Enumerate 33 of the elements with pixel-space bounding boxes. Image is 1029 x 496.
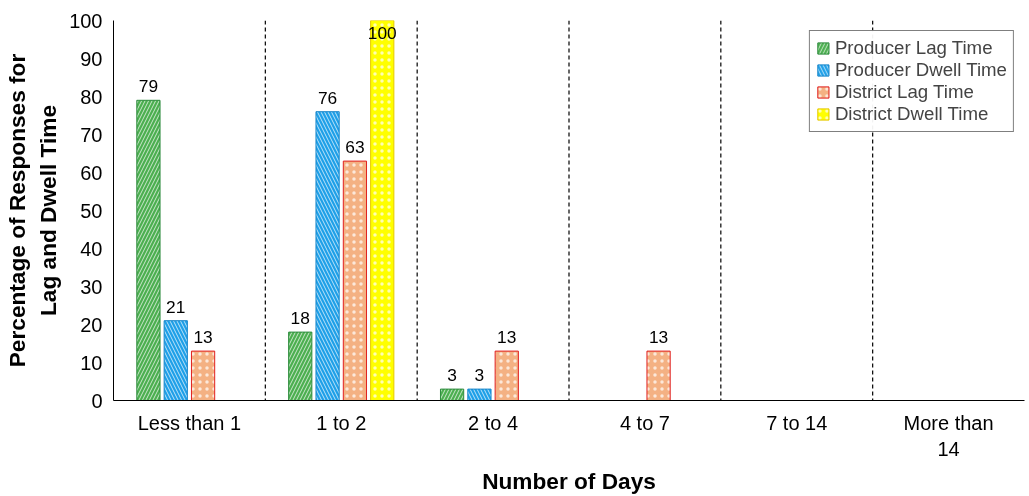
data-label: 21 bbox=[166, 296, 186, 317]
x-tick-label: Less than 1 bbox=[137, 411, 242, 434]
x-tick-label: 2 to 4 bbox=[468, 411, 519, 434]
y-tick-label: 10 bbox=[80, 351, 103, 374]
x-tick-label: 1 to 2 bbox=[316, 411, 367, 434]
y-tick-label: 90 bbox=[80, 47, 103, 70]
data-label: 18 bbox=[290, 308, 310, 329]
y-tick-label: 30 bbox=[80, 275, 103, 298]
data-label: 3 bbox=[474, 365, 485, 386]
legend-label: District Lag Time bbox=[834, 81, 974, 103]
data-label: 3 bbox=[447, 365, 457, 386]
y-tick-label: 70 bbox=[80, 123, 103, 146]
data-label: 13 bbox=[193, 327, 213, 348]
x-tick-label: More than 14 bbox=[903, 411, 994, 460]
y-tick-label: 60 bbox=[80, 161, 103, 184]
y-tick-label: 80 bbox=[80, 85, 103, 108]
data-label: 63 bbox=[345, 137, 365, 158]
y-tick-label: 100 bbox=[69, 9, 103, 32]
y-tick-label: 50 bbox=[80, 199, 103, 222]
y-tick-label: 0 bbox=[91, 389, 103, 412]
data-label: 76 bbox=[317, 87, 338, 108]
legend-label: District Dwell Time bbox=[834, 103, 989, 125]
x-tick-label: 7 to 14 bbox=[766, 411, 828, 434]
data-label: 13 bbox=[648, 327, 669, 348]
legend-label: Producer Dwell Time bbox=[834, 59, 1007, 81]
legend-label: Producer Lag Time bbox=[834, 37, 993, 59]
x-axis-title: Number of Days bbox=[482, 467, 656, 494]
y-tick-label: 40 bbox=[80, 237, 103, 260]
x-tick-label: 4 to 7 bbox=[619, 411, 670, 434]
y-tick-label: 20 bbox=[80, 313, 103, 336]
data-label: 13 bbox=[497, 327, 517, 348]
y-axis-title: Percentage of Responses for Lag and Dwell Time bbox=[3, 53, 62, 368]
data-label: 79 bbox=[138, 76, 159, 97]
